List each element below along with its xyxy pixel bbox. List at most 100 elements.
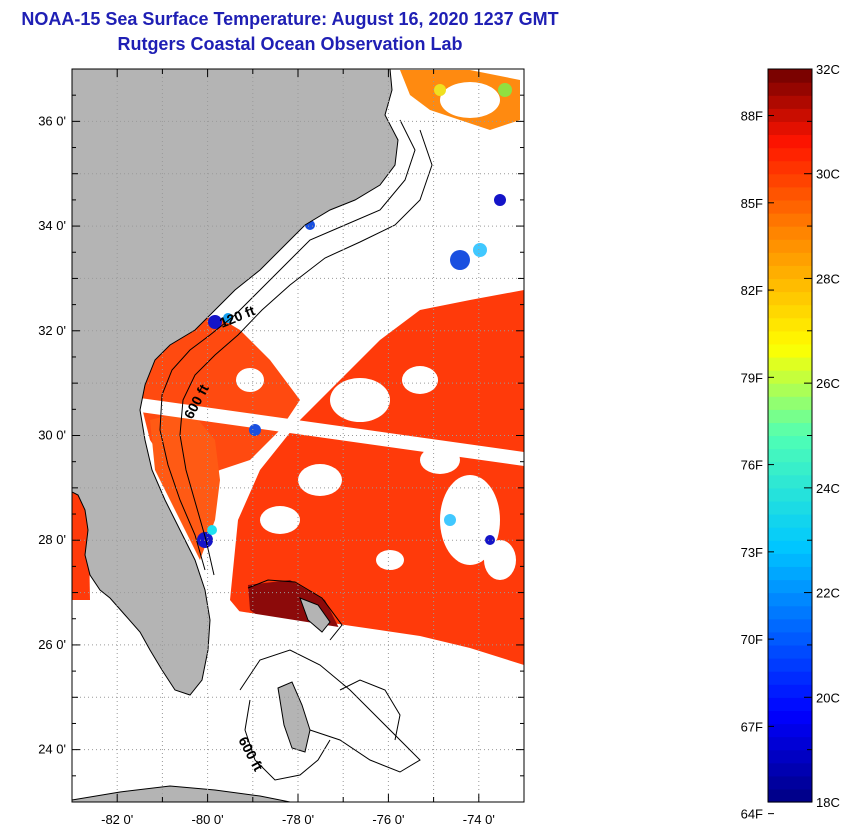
colorbar-segment [768,671,812,685]
colorbar-segment [768,461,812,476]
land-bahamas-abaco [299,597,331,633]
colorbar-label-fahrenheit: 82F [741,283,763,298]
colorbar-segment [768,278,812,293]
colorbar-segment [768,658,812,672]
cloud-cover [236,82,516,580]
colorbar-segment [768,566,812,581]
colorbar-segment [768,160,812,175]
colorbar-segment [768,265,812,280]
land-us-east-coast [72,69,399,696]
temperature-colorbar [768,69,812,803]
colorbar-label-fahrenheit: 79F [741,370,763,385]
colorbar-segment [768,487,812,502]
lon-tick-label: -74 0' [463,812,495,827]
colorbar-label-fahrenheit: 85F [741,196,763,211]
colorbar-segment [768,697,812,711]
colorbar-segment [768,409,812,424]
colorbar-segment [768,775,812,790]
colorbar-segment [768,644,812,659]
colorbar-label-celsius: 32C [816,62,840,77]
colorbar-label-celsius: 26C [816,376,840,391]
colorbar-label-fahrenheit: 70F [741,632,763,647]
colorbar-segment [768,108,812,122]
colorbar-ticks [768,68,812,815]
colorbar-segment [768,605,812,620]
colorbar-segment [768,173,812,188]
land-cuba [72,785,291,802]
colorbar-segment [768,356,812,371]
colorbar-segment [768,252,812,266]
lat-tick-label: 26 0' [38,637,66,652]
lat-tick-label: 32 0' [38,323,66,338]
map-plot-area: 120 ft 600 ft 600 ft [72,69,524,802]
colorbar-label-fahrenheit: 76F [741,458,763,473]
colorbar-segment [768,736,812,751]
colorbar-segment [768,527,812,541]
colorbar-segment [768,435,812,450]
colorbar-segment [768,212,812,227]
colorbar-segment [768,788,812,803]
colorbar-segment [768,749,812,764]
colorbar-segment [768,631,812,646]
colorbar-segment [768,186,812,201]
colorbar-segment [768,134,812,149]
colorbar-segment [768,553,812,567]
colorbar-label-fahrenheit: 67F [741,719,763,734]
lon-tick-label: -78 0' [282,812,314,827]
colorbar-label-celsius: 22C [816,586,840,601]
colorbar-segment [768,723,812,738]
colorbar-label-celsius: 18C [816,795,840,810]
lon-tick-label: -80 0' [192,812,224,827]
colorbar-segment [768,500,812,515]
colorbar-segment [768,579,812,594]
colorbar-label-celsius: 20C [816,690,840,705]
lat-tick-label: 34 0' [38,218,66,233]
colorbar-segment [768,474,812,489]
colorbar-segment [768,448,812,463]
lat-tick-label: 24 0' [38,742,66,757]
colorbar-label-celsius: 24C [816,481,840,496]
map-subtitle: Rutgers Coastal Ocean Observation Lab [117,34,463,54]
map-axis-ticks [71,68,525,803]
colorbar-label-fahrenheit: 73F [741,545,763,560]
colorbar-segment [768,514,812,528]
map-title: NOAA-15 Sea Surface Temperature: August … [21,9,559,29]
sst-swath-gulf [72,490,90,600]
scan-gap-band [140,398,524,466]
colorbar-segment [768,422,812,437]
colorbar-segment [768,147,812,162]
colorbar-segment [768,684,812,698]
colorbar-segment [768,226,812,240]
lat-tick-label: 30 0' [38,428,66,443]
land-bahamas-andros [277,681,311,753]
sst-swath-warm-coastal [150,410,220,560]
colorbar-segment [768,291,812,306]
bathymetry-contours [159,119,433,781]
lat-tick-label: 28 0' [38,532,66,547]
colorbar-segment [768,199,812,214]
colorbar-segment [768,239,812,253]
colorbar-segment [768,69,812,83]
colorbar-segment [768,370,812,384]
colorbar-segment [768,304,812,319]
colorbar-segment [768,343,812,358]
colorbar-segment [768,592,812,607]
lon-tick-label: -82 0' [101,812,133,827]
cool-sst-speckle [170,83,512,605]
colorbar-segment [768,317,812,332]
colorbar-segment [768,710,812,725]
colorbar-label-fahrenheit: 64F [741,807,763,822]
map-axis-labels: 36 0' 34 0' 32 0' 30 0' 28 0' 26 0' 24 0' -82 0… [38,113,495,827]
colorbar-segment [768,540,812,554]
colorbar-labels: 32C 30C 28C 26C 24C 22C 20C 18C 88F 85F 82F 79F 76F 7… [741,62,840,822]
lat-lon-grid [72,69,524,802]
colorbar-label-celsius: 28C [816,271,840,286]
colorbar-segment [768,762,812,777]
colorbar-label-fahrenheit: 88F [741,109,763,124]
colorbar-segment [768,330,812,345]
lon-tick-label: -76 0' [372,812,404,827]
lat-tick-label: 36 0' [38,113,66,128]
colorbar-segment [768,396,812,410]
colorbar-label-celsius: 30C [816,167,840,182]
